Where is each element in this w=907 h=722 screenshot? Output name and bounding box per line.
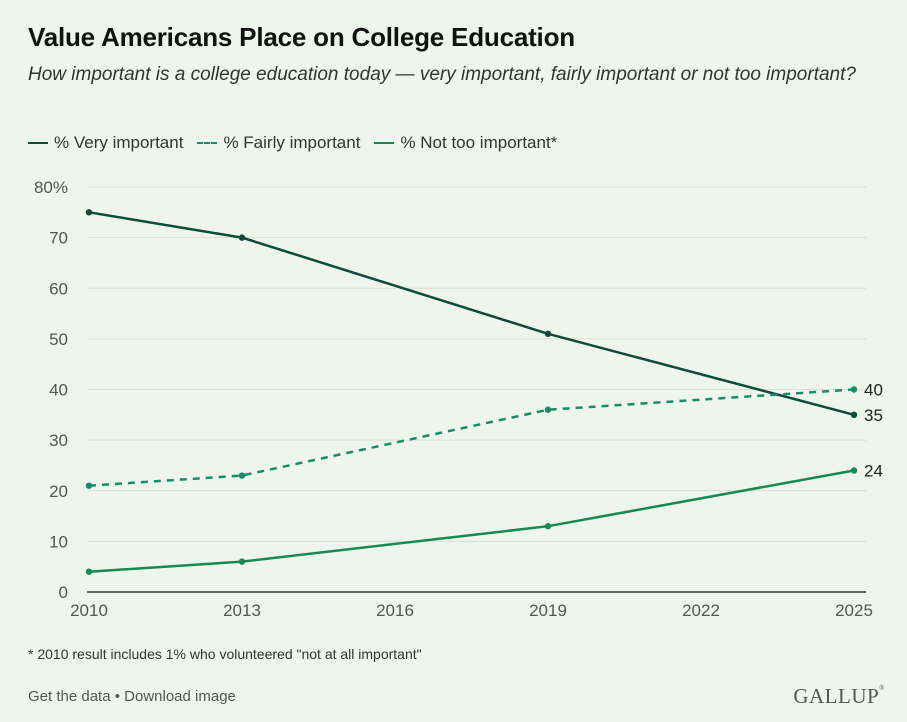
chart-title: Value Americans Place on College Educati… [28, 22, 575, 52]
series-line-2 [88, 469, 855, 573]
legend: % Very important % Fairly important % No… [28, 133, 571, 153]
legend-item-fairly-important: % Fairly important [197, 133, 360, 153]
y-tick-label: 0 [59, 583, 68, 602]
y-tick-label: 50 [49, 330, 68, 349]
data-point [544, 330, 552, 338]
x-tick-label: 2010 [70, 601, 108, 620]
data-point [85, 568, 93, 575]
x-tick-label: 2013 [223, 601, 261, 620]
y-tick-label: 40 [49, 381, 68, 400]
data-point [544, 406, 552, 413]
data-point [850, 467, 858, 474]
legend-swatch-fairly-important [197, 142, 218, 144]
x-tick-label: 2022 [682, 601, 720, 620]
download-image-link[interactable]: Download image [124, 688, 236, 705]
series-line-1 [88, 388, 855, 487]
y-tick-label: 70 [49, 229, 68, 248]
legend-item-very-important: % Very important [28, 133, 183, 153]
x-tick-label: 2025 [835, 601, 873, 620]
series-line-0 [88, 211, 855, 417]
data-point [238, 558, 246, 565]
footer: Get the data • Download image [28, 688, 236, 705]
data-point [850, 386, 858, 393]
end-value-label: 24 [864, 462, 883, 481]
y-tick-label: 20 [49, 482, 68, 501]
data-point [850, 411, 858, 419]
legend-swatch-very-important [28, 142, 48, 144]
gallup-logo: GALLUP® [793, 684, 885, 708]
data-point [544, 522, 552, 530]
y-tick-label: 30 [49, 431, 68, 450]
footer-separator: • [110, 688, 125, 705]
end-value-label: 40 [864, 381, 883, 400]
line-chart: 0 10 20 30 40 50 60 70 80% 2010 2013 2016 2019 2022 20… [34, 178, 883, 620]
data-point [238, 234, 246, 241]
y-tick-label: 60 [49, 279, 68, 298]
legend-label-not-too-important: % Not too important* [400, 133, 558, 152]
end-value-label: 35 [864, 406, 883, 425]
x-tick-label: 2016 [376, 601, 414, 620]
get-data-link[interactable]: Get the data [28, 688, 111, 705]
y-tick-label: 80% [34, 178, 68, 197]
legend-swatch-not-too-important [374, 142, 395, 144]
y-tick-label: 10 [49, 532, 68, 551]
x-tick-label: 2019 [529, 601, 567, 620]
footnote: * 2010 result includes 1% who volunteere… [28, 646, 422, 662]
legend-item-not-too-important: % Not too important* [374, 133, 557, 153]
data-point [85, 209, 93, 216]
data-point [238, 472, 246, 479]
data-point [85, 482, 93, 489]
legend-label-very-important: % Very important [54, 133, 184, 152]
chart-subtitle: How important is a college education tod… [28, 64, 856, 85]
legend-label-fairly-important: % Fairly important [223, 133, 361, 152]
